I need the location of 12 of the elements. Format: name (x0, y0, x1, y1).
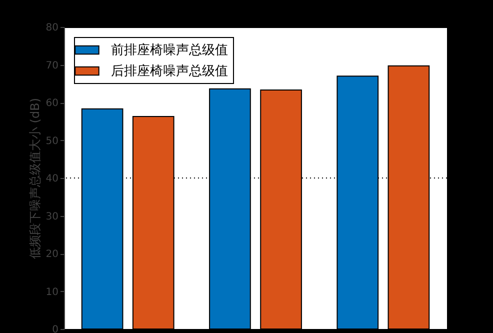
legend-label: 后排座椅噪声总级值 (111, 63, 228, 79)
y-tick-label: 30 (46, 211, 58, 222)
y-tick-label: 50 (46, 136, 58, 147)
y-axis-title: 低频段下噪声总级值大小 (dB) (28, 98, 42, 260)
y-tick-label: 0 (52, 324, 58, 333)
legend-label: 前排座椅噪声总级值 (111, 42, 228, 58)
y-tick-label: 70 (46, 60, 58, 72)
y-tick-label: 10 (46, 286, 58, 298)
y-tick-label: 80 (46, 22, 58, 34)
y-tick-label: 40 (46, 174, 58, 184)
y-tick-label: 20 (46, 249, 58, 260)
y-tick-label: 60 (46, 98, 58, 109)
